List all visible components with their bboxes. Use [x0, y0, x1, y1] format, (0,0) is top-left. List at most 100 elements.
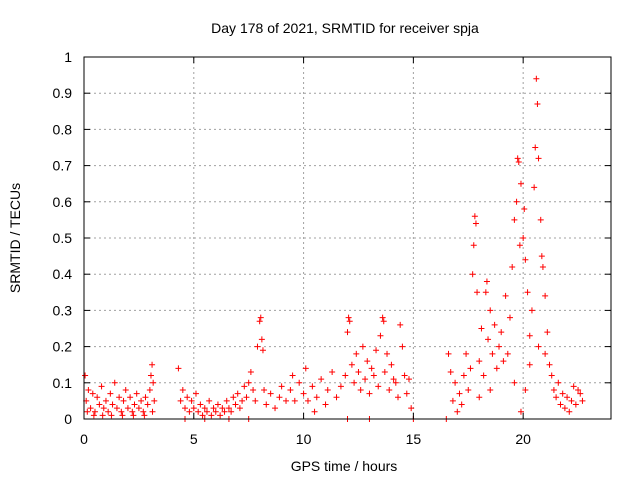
data-point — [333, 394, 340, 401]
data-point — [456, 390, 463, 397]
data-point — [452, 379, 459, 386]
data-point — [199, 412, 206, 419]
data-point — [502, 292, 509, 299]
data-point — [337, 383, 344, 390]
data-point — [342, 372, 349, 379]
data-point — [94, 394, 101, 401]
data-point — [146, 387, 153, 394]
data-point — [127, 394, 134, 401]
data-point — [469, 271, 476, 278]
data-point — [470, 242, 477, 249]
x-tick-label: 15 — [406, 431, 422, 447]
data-point — [517, 180, 524, 187]
data-point — [504, 350, 511, 357]
data-point — [493, 365, 500, 372]
data-point — [476, 394, 483, 401]
data-point — [109, 401, 116, 408]
data-point — [186, 408, 193, 415]
x-axis-title: GPS time / hours — [291, 458, 398, 474]
data-point — [511, 379, 518, 386]
data-point — [445, 350, 452, 357]
data-point — [542, 292, 549, 299]
data-point — [300, 390, 307, 397]
data-point — [399, 343, 406, 350]
data-point — [149, 361, 156, 368]
data-point — [515, 158, 522, 165]
data-point — [108, 412, 115, 419]
data-point — [230, 394, 237, 401]
y-tick-label: 0.1 — [53, 375, 73, 391]
data-point — [87, 405, 94, 412]
data-point — [487, 387, 494, 394]
data-point — [465, 387, 472, 394]
data-point — [531, 184, 538, 191]
data-point — [179, 387, 186, 394]
data-point — [195, 408, 202, 415]
data-point — [513, 198, 520, 205]
data-point — [118, 408, 125, 415]
data-point — [506, 314, 513, 321]
data-point — [142, 394, 149, 401]
data-point — [221, 408, 228, 415]
data-point — [140, 408, 147, 415]
data-point — [381, 368, 388, 375]
data-point — [201, 405, 208, 412]
data-point — [514, 155, 521, 162]
data-point — [478, 325, 485, 332]
data-point — [388, 361, 395, 368]
data-point — [232, 401, 239, 408]
data-point — [188, 397, 195, 404]
data-point — [322, 401, 329, 408]
data-point — [245, 379, 252, 386]
data-point — [302, 365, 309, 372]
data-point — [373, 347, 380, 354]
data-point — [206, 397, 213, 404]
data-point — [149, 408, 156, 415]
data-point — [85, 387, 92, 394]
data-point — [564, 394, 571, 401]
data-point — [489, 350, 496, 357]
data-point — [408, 405, 415, 412]
data-point — [263, 401, 270, 408]
data-point — [550, 387, 557, 394]
data-point — [250, 387, 257, 394]
data-point — [225, 405, 232, 412]
data-point — [113, 405, 120, 412]
data-point — [304, 397, 311, 404]
data-point — [471, 213, 478, 220]
data-point — [380, 318, 387, 325]
data-point — [496, 343, 503, 350]
data-point — [102, 397, 109, 404]
data-point — [458, 401, 465, 408]
data-point — [289, 372, 296, 379]
data-point — [90, 412, 97, 419]
data-point — [296, 379, 303, 386]
data-point — [223, 397, 230, 404]
data-point — [124, 405, 131, 412]
data-point — [184, 394, 191, 401]
data-point — [553, 394, 560, 401]
data-point — [548, 372, 555, 379]
data-point — [144, 401, 151, 408]
data-point — [309, 383, 316, 390]
data-point — [368, 365, 375, 372]
data-point — [258, 336, 265, 343]
data-point — [252, 397, 259, 404]
y-tick-label: 1 — [64, 49, 72, 65]
data-point — [483, 278, 490, 285]
x-tick-label: 10 — [296, 431, 312, 447]
data-point — [122, 387, 129, 394]
data-point — [577, 390, 584, 397]
data-point — [208, 412, 215, 419]
data-point — [133, 390, 140, 397]
data-point — [359, 343, 366, 350]
data-point — [476, 358, 483, 365]
data-point — [460, 372, 467, 379]
data-point — [568, 397, 575, 404]
data-point — [575, 387, 582, 394]
data-point — [517, 408, 524, 415]
data-point — [236, 405, 243, 412]
data-point — [472, 220, 479, 227]
data-point — [116, 394, 123, 401]
data-point — [151, 397, 158, 404]
